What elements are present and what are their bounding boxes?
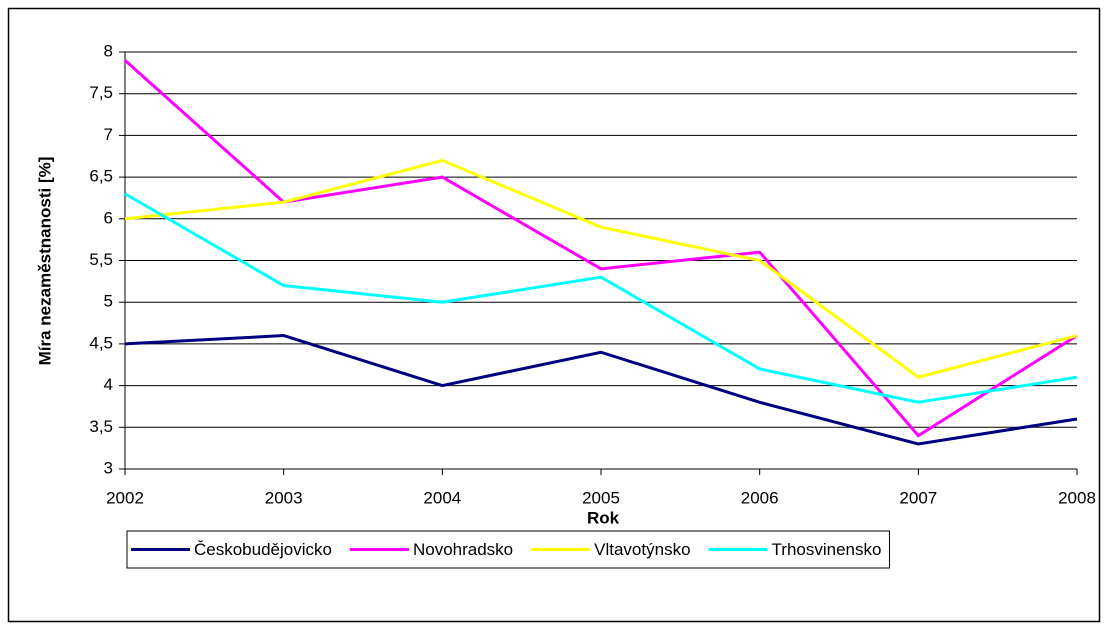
legend-label: Trhosvinensko bbox=[772, 540, 882, 559]
series-line bbox=[124, 192, 1078, 404]
y-tick-label: 5 bbox=[104, 292, 113, 311]
x-tick-label: 2003 bbox=[265, 488, 303, 507]
x-tick-label: 2007 bbox=[899, 488, 937, 507]
legend-label: Vltavotýnsko bbox=[594, 540, 690, 559]
series-line bbox=[124, 158, 1078, 379]
x-axis-label: Rok bbox=[587, 508, 620, 527]
x-tick-label: 2002 bbox=[106, 488, 144, 507]
y-tick-label: 5,5 bbox=[89, 250, 113, 269]
x-tick-label: 2004 bbox=[423, 488, 461, 507]
y-tick-label: 7 bbox=[104, 125, 113, 144]
chart-border bbox=[7, 7, 1101, 623]
y-tick-label: 4 bbox=[104, 375, 113, 394]
y-tick-label: 7,5 bbox=[89, 83, 113, 102]
x-tick-label: 2006 bbox=[741, 488, 779, 507]
x-tick-label: 2005 bbox=[582, 488, 620, 507]
x-tick-label: 2008 bbox=[1058, 488, 1096, 507]
series-line bbox=[124, 334, 1078, 446]
y-axis-label: Míra nezaměstnanosti [%] bbox=[35, 157, 54, 366]
y-tick-label: 8 bbox=[104, 41, 113, 60]
y-tick-label: 3,5 bbox=[89, 417, 113, 436]
y-tick-label: 6 bbox=[104, 208, 113, 227]
legend-label: Novohradsko bbox=[413, 540, 513, 559]
y-tick-label: 4,5 bbox=[89, 333, 113, 352]
legend-label: Českobudějovicko bbox=[194, 540, 332, 559]
y-tick-label: 3 bbox=[104, 458, 113, 477]
y-tick-label: 6,5 bbox=[89, 167, 113, 186]
